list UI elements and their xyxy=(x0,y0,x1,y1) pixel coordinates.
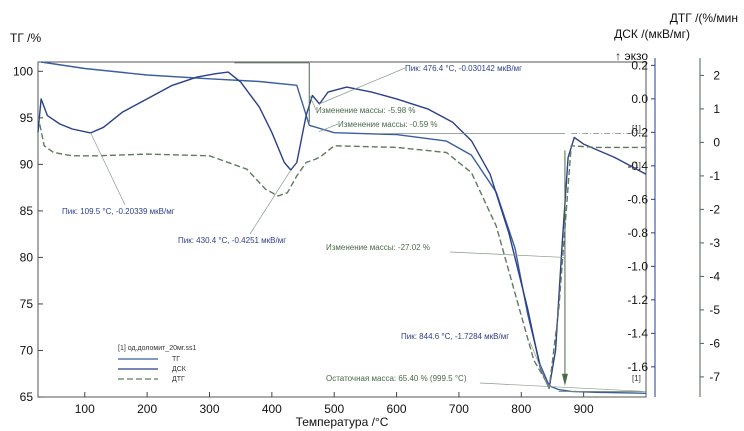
x-tick-label: 300 xyxy=(199,402,219,416)
annotation-leader xyxy=(90,132,126,206)
y-left-tick-label: 90 xyxy=(20,157,34,171)
annotation-text: Пик: 430.4 °C, -0.4251 мкВ/мг xyxy=(178,236,286,245)
legend-title: [1] од.доломит_20мг.ss1 xyxy=(118,345,196,352)
x-tick-label: 500 xyxy=(324,402,344,416)
annotation-leader xyxy=(308,94,317,111)
annotation-leader xyxy=(249,169,292,235)
y-left-tick-label: 95 xyxy=(20,111,34,125)
y-right2-tick-label: -3 xyxy=(709,236,720,250)
y-right2-tick-label: -2 xyxy=(709,202,720,216)
y-right1-tick-label: -1.2 xyxy=(627,293,648,307)
annotation-leader xyxy=(529,341,550,389)
y-left-tick-label: 100 xyxy=(13,64,33,78)
legend-entry: ТГ xyxy=(172,356,180,363)
y-right2-tick-label: -7 xyxy=(709,370,720,384)
y-right2-tick-label: 2 xyxy=(713,68,720,82)
x-tick-label: 200 xyxy=(137,402,157,416)
y-right1-tick-label: -0.4 xyxy=(627,159,648,173)
y-right2-tick-label: 0 xyxy=(713,135,720,149)
annotation-text: Изменение массы: -0.59 % xyxy=(338,120,438,129)
annotation-text: Пик: 476.4 °C, -0.030142 мкВ/мг xyxy=(405,64,522,73)
y-left-tick-label: 70 xyxy=(20,343,34,357)
y-right1-tick-label: -0.8 xyxy=(627,226,648,240)
y-right1-tick-label: -1.6 xyxy=(627,360,648,374)
x-tick-label: 600 xyxy=(387,402,407,416)
y-right2-tick-label: 1 xyxy=(713,102,720,116)
y-right2-tick-label: -4 xyxy=(709,269,720,283)
curve-marker: [1] xyxy=(632,161,641,170)
y-right1-tick-label: -0.6 xyxy=(627,192,648,206)
x-tick-label: 900 xyxy=(574,402,594,416)
y-left-tick-label: 75 xyxy=(20,297,34,311)
x-tick-label: 800 xyxy=(511,402,531,416)
annotation-text: Пик: 844.6 °C, -1.7284 мкВ/мг xyxy=(401,332,509,341)
mass-change-arrowhead xyxy=(561,373,568,386)
y-right1-axis-title: ДСК /(мкВ/мг) xyxy=(614,27,690,41)
curve-marker: [1] xyxy=(632,124,641,133)
series-line-0 xyxy=(40,61,647,394)
annotation-text: Пик: 109.5 °C, -0.20339 мкВ/мг xyxy=(62,207,175,216)
annotation-leader xyxy=(479,382,646,392)
annotation-leader xyxy=(449,251,565,258)
annotation-text: Изменение массы: -5.98 % xyxy=(316,106,416,115)
y-right1-tick-label: -1.0 xyxy=(627,259,648,273)
y-right1-tick-label: -1.4 xyxy=(627,326,648,340)
annotation-text: Остаточная масса: 65.40 % (999.5 °C) xyxy=(326,374,467,383)
y-left-tick-label: 80 xyxy=(20,250,34,264)
x-tick-label: 100 xyxy=(75,402,95,416)
annotation-leader xyxy=(318,123,339,133)
y-left-tick-label: 65 xyxy=(20,390,34,404)
y-left-tick-label: 85 xyxy=(20,204,34,218)
x-axis-title: Температура /°C xyxy=(296,415,389,429)
y-right1-tick-label: -0.2 xyxy=(627,125,648,139)
y-right1-tick-label: 0.0 xyxy=(631,92,648,106)
y-right2-tick-label: -6 xyxy=(709,336,720,350)
annotation-text: Изменение массы: -27.02 % xyxy=(326,243,430,252)
x-tick-label: 700 xyxy=(449,402,469,416)
y-right2-axis-title: ДТГ /(%/мин xyxy=(670,11,738,25)
y-left-axis-title: ТГ /% xyxy=(10,31,41,45)
plot-frame xyxy=(37,61,647,398)
y-right2-tick-label: -1 xyxy=(709,169,720,183)
legend-entry: ДСК xyxy=(172,366,187,373)
x-tick-label: 400 xyxy=(262,402,282,416)
y-right1-tick-label: 0.2 xyxy=(631,58,648,72)
exo-indicator: ↑ экзо xyxy=(615,49,648,63)
y-right2-tick-label: -5 xyxy=(709,303,720,317)
curve-marker: [1] xyxy=(632,374,641,383)
legend-entry: ДТГ xyxy=(172,376,185,383)
annotation-leader xyxy=(319,67,406,105)
series-line-2 xyxy=(37,115,646,388)
